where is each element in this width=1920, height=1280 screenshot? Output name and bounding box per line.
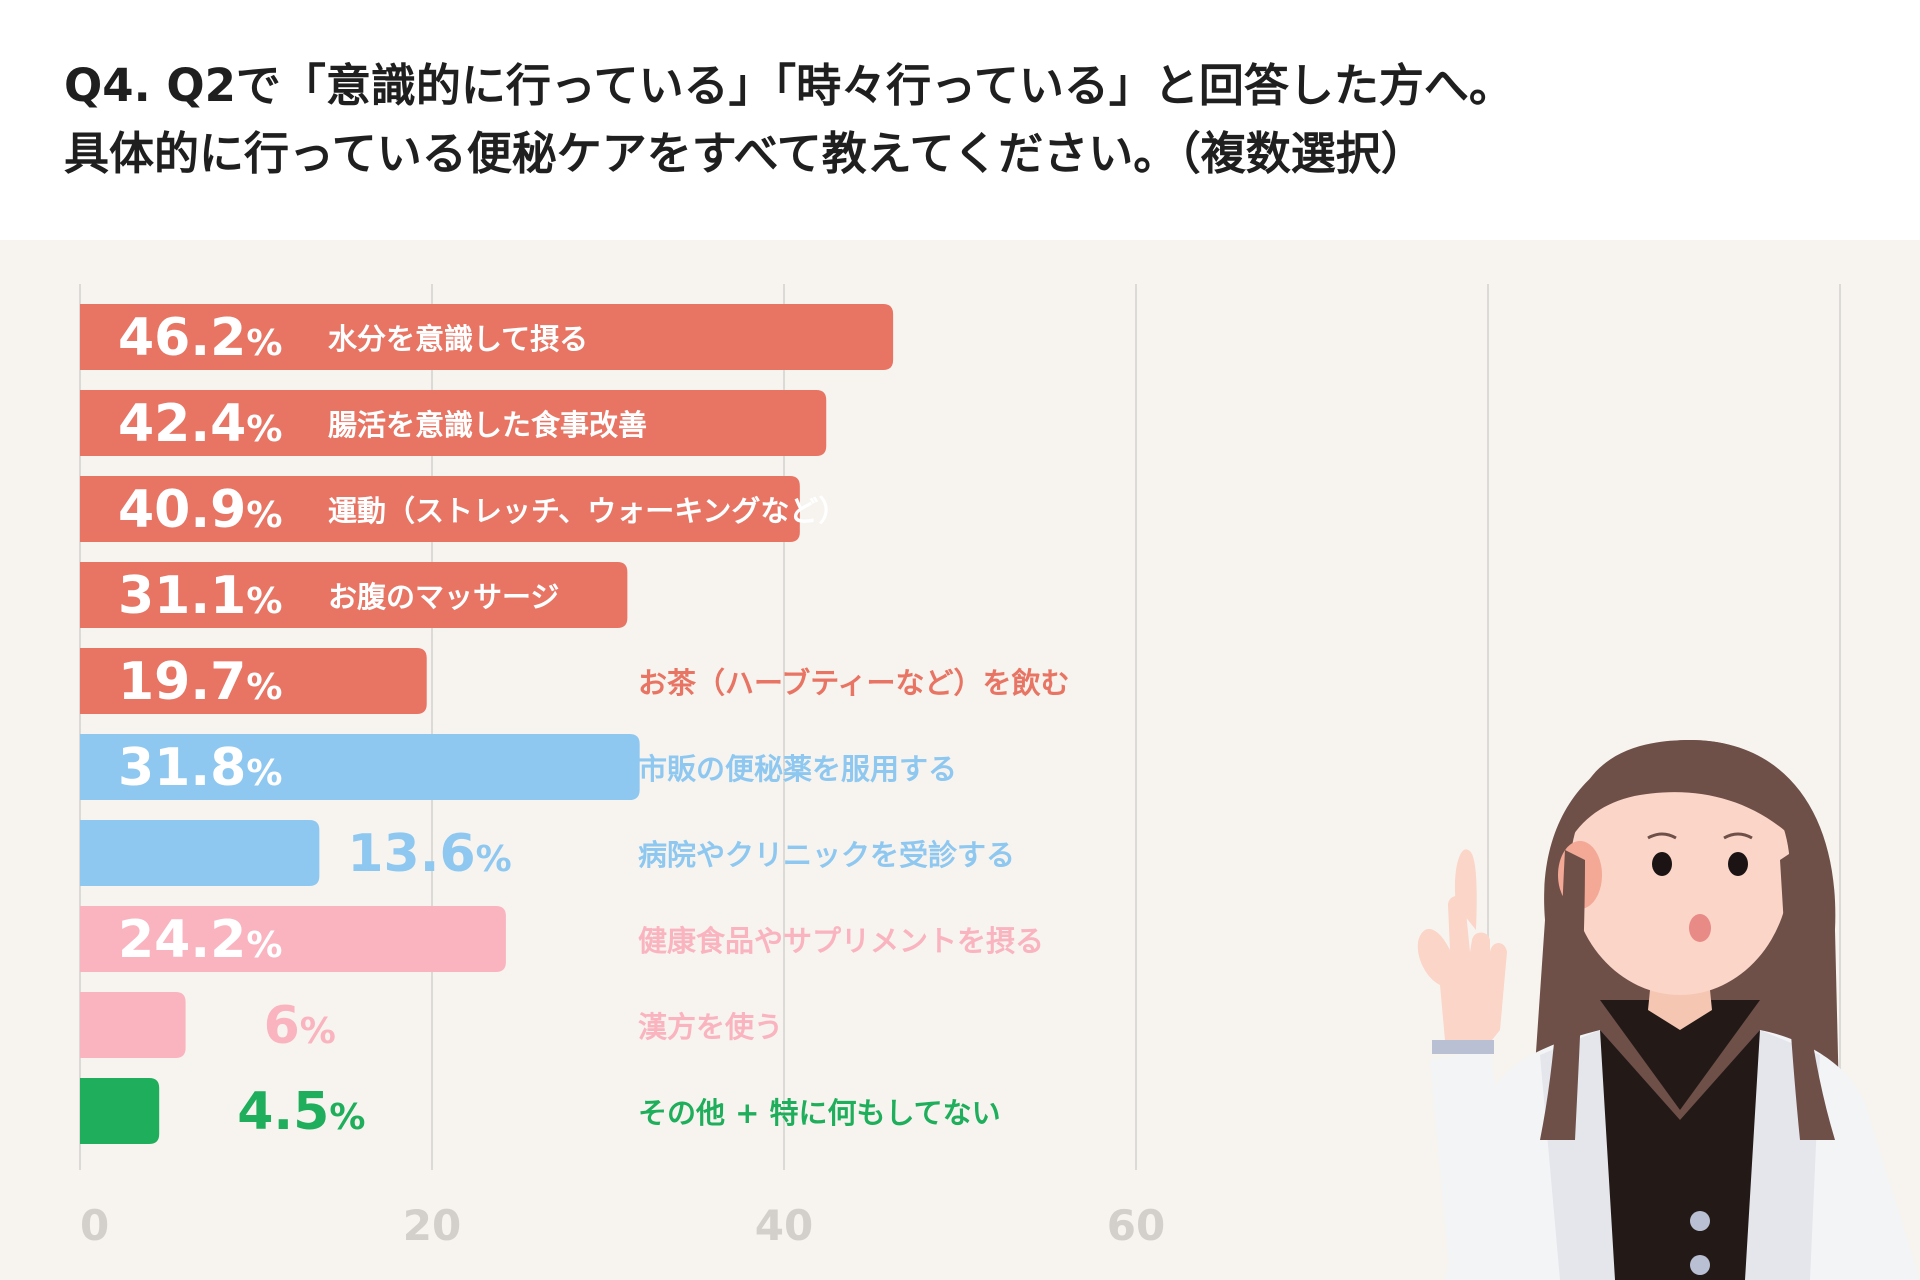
category-label: 水分を意識して摂る [328, 322, 588, 356]
bar [80, 562, 628, 628]
bar [80, 734, 640, 800]
x-tick-label: 60 [1107, 1201, 1165, 1250]
category-label: 病院やクリニックを受診する [638, 838, 1015, 872]
x-tick-label: 40 [755, 1201, 813, 1250]
bar [80, 1078, 160, 1144]
category-label: 健康食品やサプリメントを摂る [638, 924, 1044, 958]
bar [80, 476, 800, 542]
data-label: 42.4% [118, 394, 282, 454]
category-label: お腹のマッサージ [328, 580, 559, 614]
bars [80, 304, 894, 1144]
labels: 46.2% 水分を意識して摂る 42.4% 腸活を意識した食事改善 40.9% 運動（スト… [118, 308, 1070, 1142]
category-label: その他 + 特に何もしてない [638, 1096, 1001, 1130]
data-label: 31.8% [118, 738, 282, 798]
data-label: 31.1% [118, 566, 282, 626]
data-label: 13.6% [347, 824, 511, 884]
chart-title: Q4. Q2で「意識的に行っている」「時々行っている」と回答した方へ。 具体的に… [64, 52, 1864, 188]
chart-area: 46.2% 水分を意識して摂る 42.4% 腸活を意識した食事改善 40.9% 運動（スト… [0, 240, 1920, 1280]
x-tick-label: 0 [80, 1201, 109, 1250]
bar [80, 648, 427, 714]
data-label: 40.9% [118, 480, 282, 540]
bar [80, 992, 186, 1058]
title-line-1: Q4. Q2で「意識的に行っている」「時々行っている」と回答した方へ。 [64, 59, 1514, 112]
bar [80, 906, 506, 972]
bar [80, 390, 827, 456]
category-label: 運動（ストレッチ、ウォーキングなど） [328, 494, 847, 528]
data-label: 6% [264, 996, 336, 1056]
data-label: 4.5% [237, 1082, 365, 1142]
x-tick-label: 20 [403, 1201, 461, 1250]
data-label: 19.7% [118, 652, 282, 712]
category-label: お茶（ハーブティーなど）を飲む [638, 666, 1070, 700]
category-label: 漢方を使う [638, 1010, 783, 1044]
title-line-2: 具体的に行っている便秘ケアをすべて教えてください。（複数選択） [64, 127, 1426, 180]
doctor-woman-pointing-icon [1417, 740, 1920, 1280]
category-label: 市販の便秘薬を服用する [638, 752, 957, 786]
bar [80, 820, 320, 886]
data-label: 46.2% [118, 308, 282, 368]
data-label: 24.2% [118, 910, 282, 970]
bar [80, 304, 894, 370]
category-label: 腸活を意識した食事改善 [328, 408, 647, 442]
bar-chart: 46.2% 水分を意識して摂る 42.4% 腸活を意識した食事改善 40.9% 運動（スト… [79, 284, 1920, 1280]
